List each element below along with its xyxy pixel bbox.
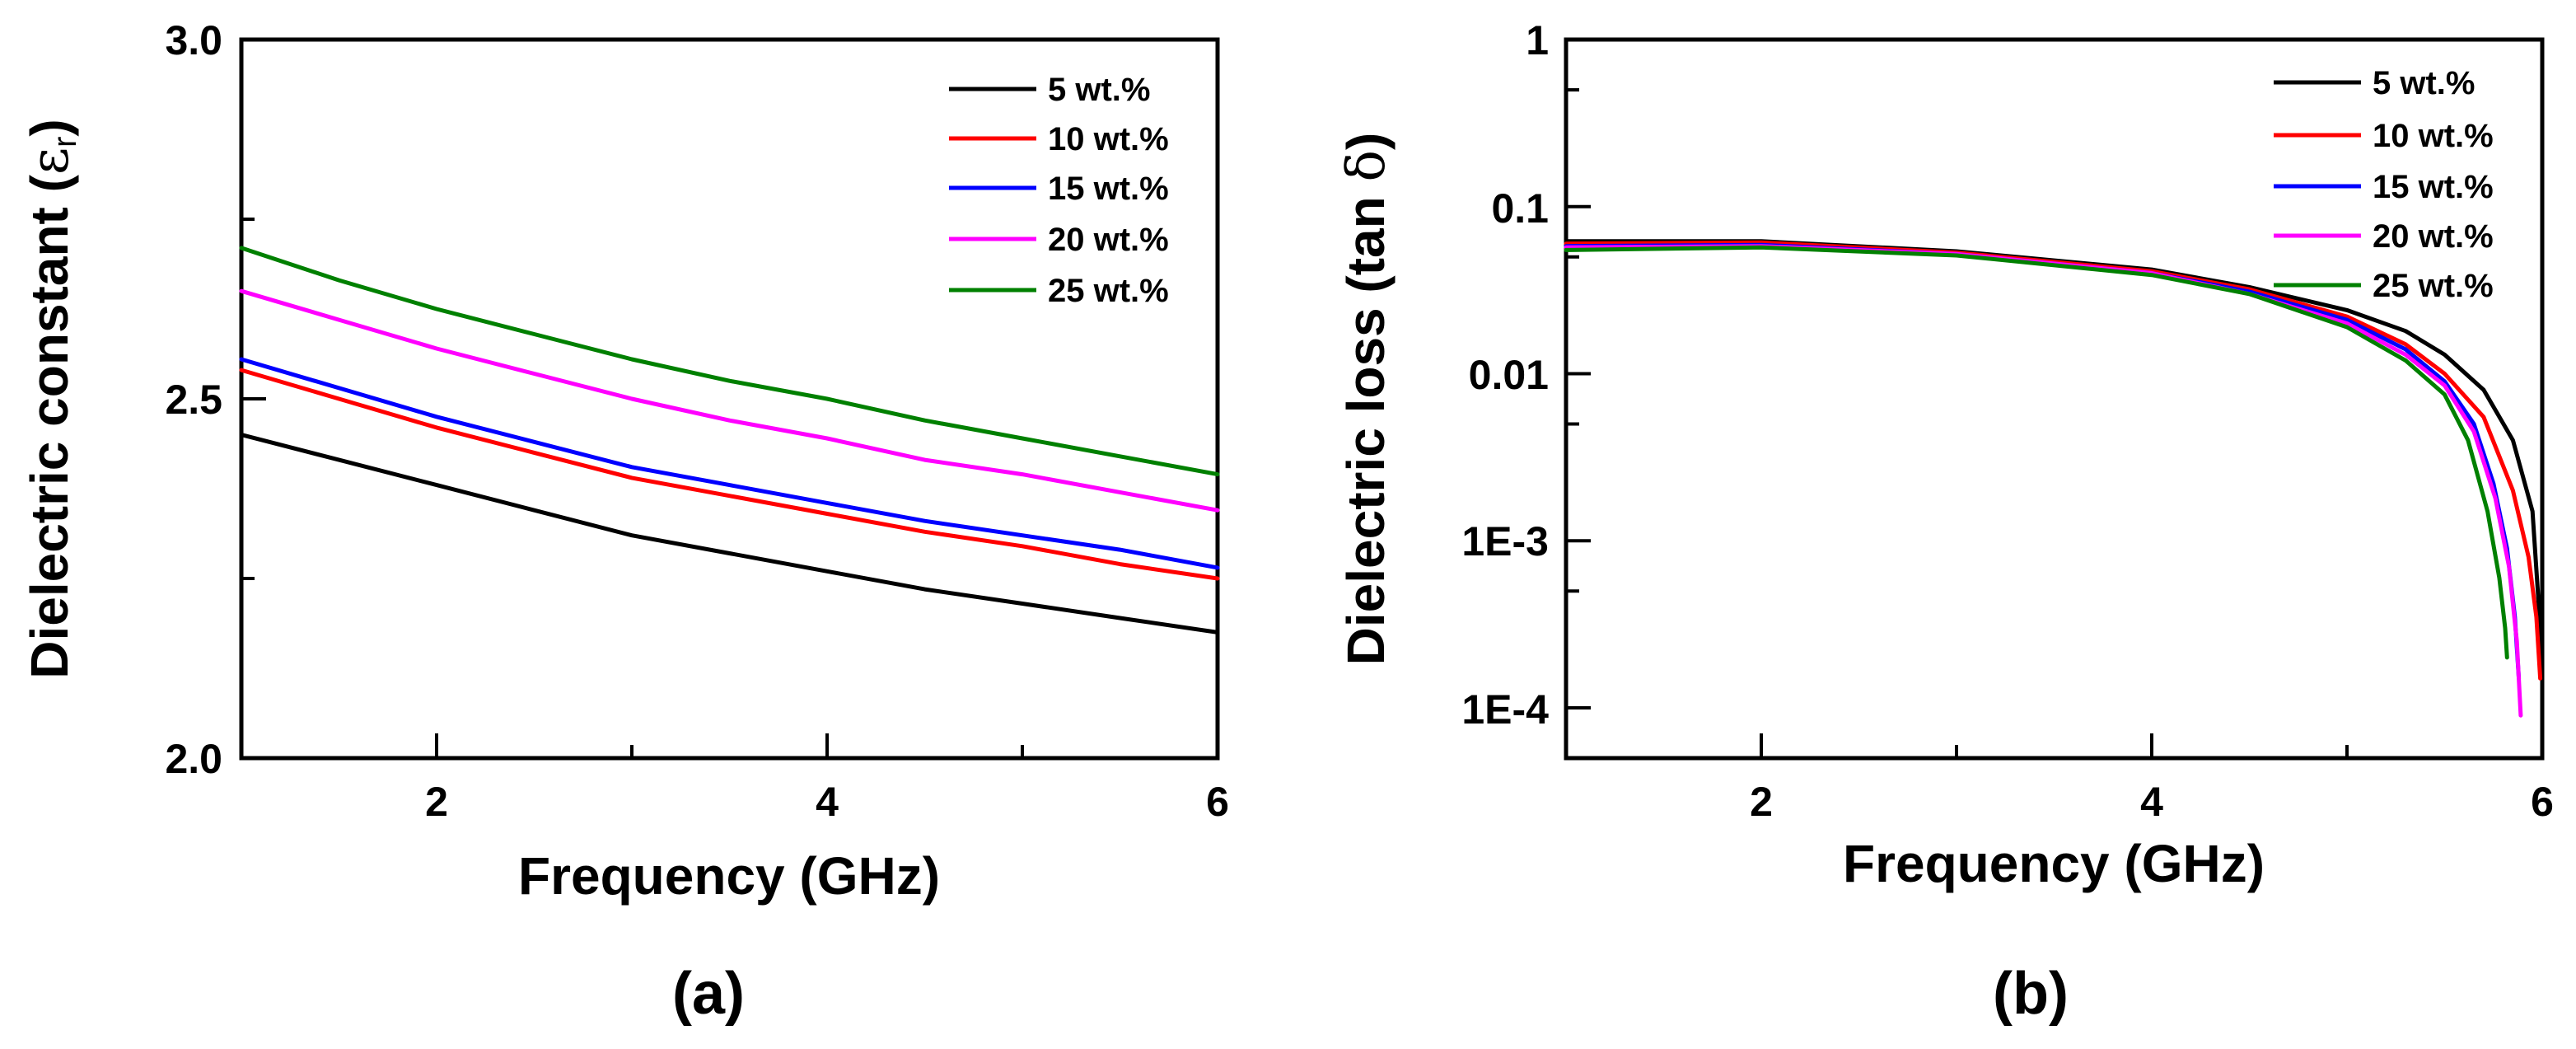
panel-b-legend-item: 5 wt.% [2274, 65, 2475, 101]
panel-b-legend-item: 15 wt.% [2274, 169, 2494, 205]
b-series-line-25wt [1564, 245, 2509, 660]
panel-a-legend-label: 25 wt.% [1048, 273, 1169, 309]
panel-b-label: (b) [1993, 961, 2069, 1027]
a-series-line-5wt [239, 433, 1220, 635]
panel-b-ytick-label: 1E-3 [1461, 518, 1549, 564]
panel-a-xlabel: Frequency (GHz) [518, 846, 940, 906]
panel-b-legend-item: 20 wt.% [2274, 218, 2494, 255]
panel-a-ylabel: Dielectric constant (εr) [20, 119, 83, 679]
panel-a-chart: 2.0 2.5 3.0 2 4 6 Frequency (GHz) Dielec… [20, 17, 1229, 1027]
panel-a-series-lines [239, 246, 1220, 635]
panel-a-xtick-label: 4 [816, 779, 839, 825]
panel-a-xtick-label: 6 [1206, 779, 1229, 825]
panel-a-xtick-label: 2 [425, 779, 448, 825]
panel-b-ytick-label: 1E-4 [1461, 686, 1549, 733]
panel-b-ytick-label: 0.1 [1491, 185, 1549, 232]
panel-b-plot-frame [1564, 37, 2545, 761]
panel-b-xtick-label: 4 [2140, 779, 2163, 825]
panel-a-legend-item: 15 wt.% [949, 171, 1169, 207]
panel-b-xtick-label: 6 [2531, 779, 2554, 825]
panel-a-legend-item: 20 wt.% [949, 222, 1169, 258]
b-series-line-15wt [1564, 242, 2522, 681]
a-series-line-15wt [239, 357, 1220, 570]
panel-a-legend-item: 5 wt.% [949, 72, 1150, 108]
b-series-line-20wt [1564, 244, 2523, 718]
panel-a-ytick-label: 3.0 [165, 17, 222, 63]
panel-b-legend-label: 20 wt.% [2373, 218, 2494, 255]
panel-b-ticks [1564, 38, 2544, 760]
b-series-line-10wt [1564, 240, 2543, 681]
panel-b-legend-item: 25 wt.% [2274, 268, 2494, 304]
panel-b-xlabel: Frequency (GHz) [1843, 834, 2265, 893]
panel-b-xtick-label: 2 [1750, 779, 1773, 825]
panel-b-ytick-label: 1 [1526, 17, 1549, 63]
a-series-line-25wt [239, 246, 1220, 477]
panel-a-legend-label: 15 wt.% [1048, 171, 1169, 207]
panel-b-chart: 1E-4 1E-3 0.01 0.1 1 2 4 6 Frequency (GH… [1336, 17, 2554, 1027]
panel-a-legend-item: 10 wt.% [949, 121, 1169, 157]
panel-a-label: (a) [672, 961, 745, 1027]
panel-b-legend-label: 5 wt.% [2373, 65, 2475, 101]
panel-a-legend-label: 10 wt.% [1048, 121, 1169, 157]
panel-b-legend-label: 25 wt.% [2373, 268, 2494, 304]
a-series-line-20wt [239, 288, 1220, 513]
panel-a-ytick-label: 2.0 [165, 736, 222, 782]
panel-a-ytick-label: 2.5 [165, 377, 222, 423]
panel-b-legend-label: 10 wt.% [2373, 118, 2494, 154]
panel-b-legend: 5 wt.% 10 wt.% 15 wt.% 20 wt.% 25 wt.% [2274, 65, 2494, 304]
panel-a-ticks [240, 38, 1219, 760]
panel-b-series-lines [1564, 239, 2545, 718]
a-series-line-10wt [239, 368, 1220, 581]
panel-b-ylabel: Dielectric loss (tan δ) [1336, 133, 1397, 666]
panel-b-ytick-label: 0.01 [1469, 352, 1549, 398]
panel-b-legend-label: 15 wt.% [2373, 169, 2494, 205]
panel-a-legend-label: 5 wt.% [1048, 72, 1150, 108]
panel-a-legend: 5 wt.% 10 wt.% 15 wt.% 20 wt.% 25 wt.% [949, 72, 1169, 309]
panel-a-legend-item: 25 wt.% [949, 273, 1169, 309]
panel-a-legend-label: 20 wt.% [1048, 222, 1169, 258]
panel-b-legend-item: 10 wt.% [2274, 118, 2494, 154]
